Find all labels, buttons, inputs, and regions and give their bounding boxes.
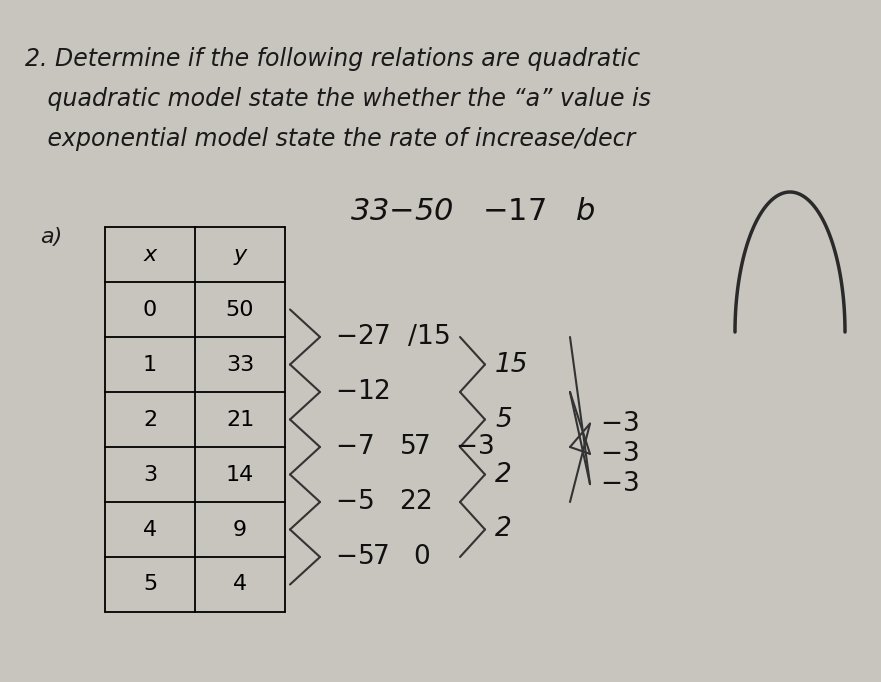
Text: 5: 5	[495, 406, 512, 432]
Text: 2: 2	[495, 516, 512, 542]
Text: 0: 0	[143, 299, 157, 319]
Text: a): a)	[40, 227, 63, 247]
Text: $-7$   $57$   $-3$: $-7$ $57$ $-3$	[335, 434, 494, 460]
Text: $-57$   $0$: $-57$ $0$	[335, 544, 431, 570]
Text: y: y	[233, 245, 247, 265]
Text: exponential model state the rate of increase/decr: exponential model state the rate of incr…	[25, 127, 635, 151]
Text: 33: 33	[226, 355, 254, 374]
Text: $-3$: $-3$	[600, 411, 639, 436]
Text: 5: 5	[143, 574, 157, 595]
Text: $-3$: $-3$	[600, 441, 639, 467]
Text: 4: 4	[233, 574, 247, 595]
Text: 15: 15	[495, 351, 529, 378]
Text: 3: 3	[143, 464, 157, 484]
Text: 21: 21	[226, 409, 254, 430]
Text: 2: 2	[143, 409, 157, 430]
Text: 14: 14	[226, 464, 254, 484]
Text: 9: 9	[233, 520, 247, 539]
Text: x: x	[144, 245, 157, 265]
Text: $\mathregular{33}$$\mathregular{-}$$\mathregular{50}$   $-17$   $b$: $\mathregular{33}$$\mathregular{-}$$\mat…	[350, 197, 596, 226]
Text: 2: 2	[495, 462, 512, 488]
Text: quadratic model state the whether the “a” value is: quadratic model state the whether the “a…	[25, 87, 651, 111]
Text: $-12$: $-12$	[335, 379, 390, 405]
Text: $-3$: $-3$	[600, 471, 639, 497]
Text: $-27$  $/15$: $-27$ $/15$	[335, 324, 449, 350]
Text: 50: 50	[226, 299, 255, 319]
Text: $-5$   $22$: $-5$ $22$	[335, 489, 432, 515]
Text: 2. Determine if the following relations are quadratic: 2. Determine if the following relations …	[25, 47, 640, 71]
Text: 1: 1	[143, 355, 157, 374]
Text: 4: 4	[143, 520, 157, 539]
